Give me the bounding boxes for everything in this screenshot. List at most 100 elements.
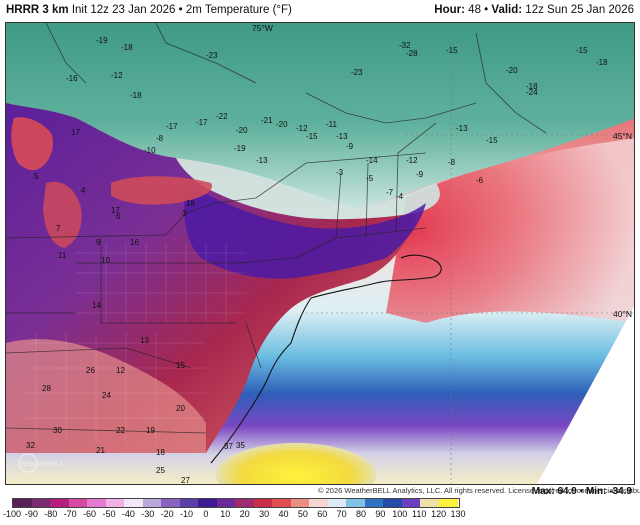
temp-label: 24 bbox=[102, 391, 111, 400]
colorbar-tick: 90 bbox=[375, 509, 386, 519]
lake-ontario bbox=[111, 176, 212, 205]
colorbar-tick: 80 bbox=[356, 509, 367, 519]
temp-label: 12 bbox=[116, 366, 125, 375]
temp-label: -8 bbox=[156, 134, 164, 143]
colorbar-tick: 110 bbox=[412, 509, 427, 519]
colorbar-tick: 0 bbox=[203, 509, 209, 519]
temp-label: -20 bbox=[236, 126, 248, 135]
colorbar-segment bbox=[309, 499, 328, 507]
near-freezing-band bbox=[176, 158, 440, 220]
separator: • bbox=[484, 4, 489, 16]
map-header: HRRR 3 km Init 12z 23 Jan 2026 • 2m Temp… bbox=[0, 0, 640, 21]
separator: • bbox=[178, 4, 183, 16]
colorbar-segment bbox=[235, 499, 254, 507]
temp-label: -10 bbox=[144, 146, 156, 155]
temp-label: 21 bbox=[96, 446, 105, 455]
header-valid: Hour: 48 • Valid: 12z Sun 25 Jan 2026 bbox=[434, 0, 634, 21]
temp-label: -22 bbox=[216, 112, 228, 121]
separator: • bbox=[579, 486, 584, 497]
temp-label: -32 bbox=[399, 41, 411, 50]
temp-label: -3 bbox=[336, 168, 344, 177]
valid-value: 12z Sun 25 Jan 2026 bbox=[525, 4, 634, 16]
colorbar-segment bbox=[13, 499, 32, 507]
colorbar-segment bbox=[142, 499, 162, 507]
temp-label: -15 bbox=[576, 46, 588, 55]
watermark-text: WeatherBELL bbox=[20, 461, 64, 468]
max-label: Max: bbox=[531, 486, 555, 497]
county-lines bbox=[26, 243, 246, 443]
colorbar-tick: -80 bbox=[44, 509, 58, 519]
temp-label: -5 bbox=[366, 174, 374, 183]
colorbar-segment bbox=[31, 499, 51, 507]
temp-label: 4 bbox=[81, 186, 86, 195]
temp-label: 17 bbox=[71, 128, 80, 137]
temp-label: 9 bbox=[96, 238, 101, 247]
map-edge-corner bbox=[537, 306, 634, 484]
temp-label: -20 bbox=[276, 120, 288, 129]
temp-label: -23 bbox=[206, 51, 218, 60]
colorbar-segment bbox=[105, 499, 125, 507]
temp-label: 30 bbox=[53, 426, 62, 435]
temp-label: -28 bbox=[406, 49, 418, 58]
temp-label: -17 bbox=[166, 122, 178, 131]
weather-map[interactable]: 75°W 45°N 40°N -19 -18 -16 -18 -12 -17 -23 -32-… bbox=[5, 22, 635, 485]
lat-label-45n: 45°N bbox=[613, 131, 632, 141]
init-time: Init 12z 23 Jan 2026 bbox=[71, 4, 176, 16]
colorbar-segment bbox=[364, 499, 384, 507]
colorbar-segment bbox=[253, 499, 273, 507]
temp-label: 14 bbox=[92, 301, 101, 310]
temp-label: 32 bbox=[26, 441, 35, 450]
temp-label: -6 bbox=[476, 176, 484, 185]
temp-label: -12 bbox=[296, 124, 308, 133]
temp-label: 27 bbox=[181, 476, 190, 485]
temp-label: -17 bbox=[196, 118, 208, 127]
colorbar-tick: 70 bbox=[336, 509, 347, 519]
colorbar-segment bbox=[327, 499, 347, 507]
copyright-note: © 2026 WeatherBELL Analytics, LLC. All r… bbox=[318, 486, 640, 495]
colorbar-segment bbox=[50, 499, 69, 507]
temp-label: 11 bbox=[58, 251, 67, 260]
max-value: 64.9 bbox=[557, 486, 577, 497]
temp-label: -8 bbox=[448, 158, 456, 167]
temperature-map-canvas: 75°W 45°N 40°N -19-18-16-18-12-17-23-32-… bbox=[6, 23, 634, 485]
colorbar-segment bbox=[161, 499, 180, 507]
temp-label: 15 bbox=[176, 361, 185, 370]
colorbar-segment bbox=[68, 499, 88, 507]
colorbar-tick: -100 bbox=[2, 509, 22, 519]
lat-label-40n: 40°N bbox=[613, 309, 632, 319]
temp-label: 6 bbox=[116, 212, 121, 221]
colorbar-tick: 130 bbox=[450, 509, 466, 519]
warm-sector bbox=[386, 138, 634, 323]
model-name: HRRR 3 km bbox=[6, 4, 69, 16]
temp-label: 28 bbox=[42, 384, 51, 393]
temp-label: -15 bbox=[486, 136, 498, 145]
temp-label: 22 bbox=[116, 426, 125, 435]
single-digit-zone bbox=[184, 183, 426, 279]
temperature-labels: -19-18-16-18-12-17-23-32-28 -15-23 -20-18-… bbox=[26, 36, 608, 485]
temp-label: -9 bbox=[346, 142, 354, 151]
colorbar-segment bbox=[87, 499, 106, 507]
temp-label: -13 bbox=[336, 132, 348, 141]
colorbar-tick: 60 bbox=[317, 509, 328, 519]
temp-label: -13 bbox=[456, 124, 468, 133]
temp-label: 20 bbox=[176, 404, 185, 413]
temp-label: -18 bbox=[526, 82, 538, 91]
colorbar-segment bbox=[383, 499, 402, 507]
colorbar-tick: -90 bbox=[24, 509, 38, 519]
temperature-colorbar bbox=[12, 498, 460, 508]
temp-label: -9 bbox=[416, 170, 424, 179]
temp-label: -15 bbox=[306, 132, 318, 141]
temp-label: -18 bbox=[130, 91, 142, 100]
temp-label: -7 bbox=[386, 188, 394, 197]
temp-label: -12 bbox=[111, 71, 123, 80]
temp-label: -18 bbox=[596, 58, 608, 67]
temp-label: -24 bbox=[526, 88, 538, 97]
colorbar-segment bbox=[438, 499, 458, 507]
colorbar-segment bbox=[198, 499, 217, 507]
temp-label: -19 bbox=[234, 144, 246, 153]
colorbar-segment bbox=[124, 499, 143, 507]
temp-label: -13 bbox=[256, 156, 268, 165]
colorbar-tick: -30 bbox=[141, 509, 155, 519]
colorbar-tick: -60 bbox=[83, 509, 97, 519]
valid-label: Valid: bbox=[491, 4, 523, 16]
